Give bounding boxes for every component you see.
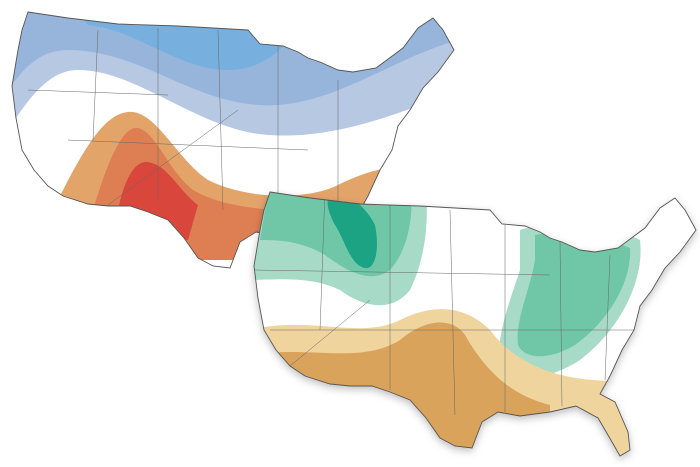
precipitation-map [253,191,697,457]
wet-band [517,233,631,357]
wet-core [327,194,377,269]
state-lines [254,192,640,416]
state-lines [27,28,339,230]
